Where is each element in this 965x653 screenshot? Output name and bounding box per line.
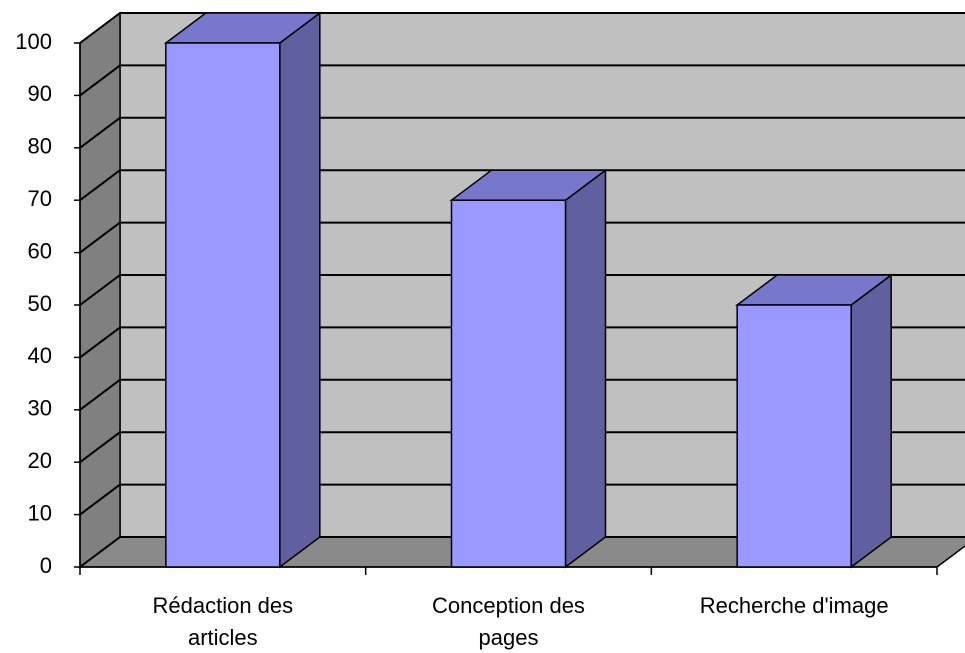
grid-line [79, 483, 121, 516]
y-tick-label: 20 [28, 448, 52, 473]
grid-line [79, 64, 121, 97]
label-line: Conception des [432, 593, 585, 618]
grid-line [79, 378, 121, 411]
grid-line [79, 536, 121, 568]
label-line: articles [188, 625, 258, 650]
label-line: Rédaction des [153, 593, 294, 618]
bar-side [564, 168, 607, 569]
bar [450, 199, 567, 568]
grid-line [79, 221, 121, 254]
label-line: pages [479, 625, 539, 650]
y-tick-label: 10 [28, 500, 52, 525]
y-tick-label: 60 [28, 238, 52, 263]
y-tick-label: 70 [28, 186, 52, 211]
y-tick-label: 40 [28, 343, 52, 368]
x-tick-label: Recherche d'image [700, 593, 889, 618]
y-tick-label: 80 [28, 134, 52, 159]
bar [165, 42, 281, 568]
bar-side [279, 11, 321, 569]
grid-line [79, 326, 121, 359]
y-tick-label: 100 [15, 29, 52, 54]
x-tick-label: Rédaction des articles [153, 593, 294, 650]
y-tick-label: 90 [28, 81, 52, 106]
grid-line [79, 431, 121, 464]
x-tick-label: Conception des pages [432, 593, 585, 650]
y-tick-label: 50 [28, 291, 52, 316]
bar [736, 304, 852, 568]
grid-line [79, 169, 121, 201]
bar-side [850, 273, 892, 569]
y-tick-label: 0 [40, 553, 52, 578]
y-tick-label: 30 [28, 396, 52, 421]
grid-line [79, 12, 121, 44]
grid-line [79, 117, 121, 149]
grid-line [79, 274, 121, 306]
